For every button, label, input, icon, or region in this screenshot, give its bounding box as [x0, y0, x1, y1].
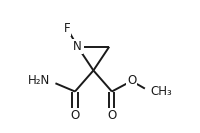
Text: O: O: [70, 109, 80, 122]
Text: N: N: [73, 40, 82, 53]
Text: H₂N: H₂N: [28, 74, 50, 88]
Text: CH₃: CH₃: [150, 85, 172, 98]
Text: O: O: [107, 109, 116, 122]
Text: O: O: [127, 74, 136, 88]
Text: F: F: [64, 22, 70, 35]
